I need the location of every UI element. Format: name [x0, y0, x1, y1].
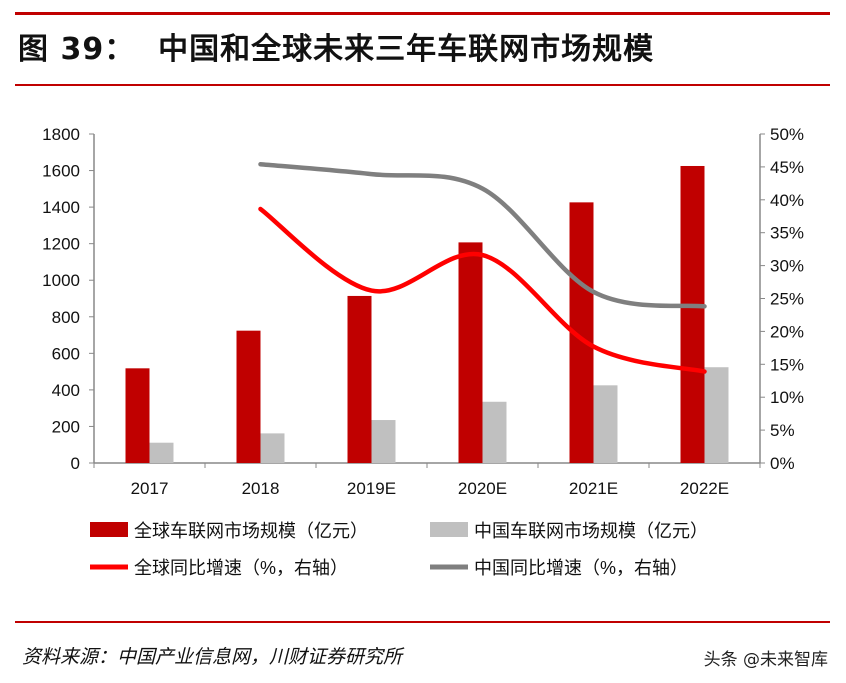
legend-label: 中国车联网市场规模（亿元）	[474, 521, 708, 541]
china-bar	[704, 367, 729, 463]
right-tick-label: 20%	[770, 322, 804, 341]
left-tick-label: 200	[52, 417, 80, 436]
global-bar	[347, 295, 372, 463]
source-note: 资料来源：中国产业信息网，川财证券研究所	[22, 646, 403, 668]
china-bar	[149, 442, 174, 463]
global-growth-line	[258, 206, 707, 374]
global-bar	[680, 165, 705, 463]
left-tick-label: 0	[71, 454, 80, 473]
watermark: 头条 @未来智库	[703, 650, 828, 670]
right-tick-label: 30%	[770, 257, 804, 276]
right-tick-label: 25%	[770, 290, 804, 309]
top-rule	[15, 12, 830, 15]
x-tick-label: 2017	[131, 479, 169, 498]
x-tick-label: 2020E	[458, 479, 507, 498]
x-tick-label: 2022E	[680, 479, 729, 498]
legend-label: 全球车联网市场规模（亿元）	[134, 521, 368, 541]
x-tick-label: 2018	[242, 479, 280, 498]
legend-label: 中国同比增速（%，右轴）	[474, 558, 688, 578]
right-tick-label: 10%	[770, 388, 804, 407]
title-rule	[15, 84, 830, 86]
x-tick-label: 2019E	[347, 479, 396, 498]
figure-title: 图 39： 中国和全球未来三年车联网市场规模	[18, 32, 655, 67]
source-rule	[15, 621, 830, 623]
left-tick-label: 1200	[42, 235, 80, 254]
right-tick-label: 40%	[770, 191, 804, 210]
left-tick-label: 1800	[42, 125, 80, 144]
global-bar	[458, 242, 483, 463]
global-bar	[236, 330, 261, 463]
china-bar	[482, 401, 507, 463]
legend-swatch	[430, 522, 468, 537]
left-tick-label: 1600	[42, 162, 80, 181]
china-bar	[260, 433, 285, 463]
china-bar	[593, 385, 618, 463]
left-tick-label: 400	[52, 381, 80, 400]
right-tick-label: 50%	[770, 125, 804, 144]
left-tick-label: 1000	[42, 271, 80, 290]
left-tick-label: 800	[52, 308, 80, 327]
legend-swatch	[90, 522, 128, 537]
global-bar	[125, 368, 150, 463]
china-growth-line	[258, 162, 707, 309]
right-tick-label: 0%	[770, 454, 795, 473]
x-tick-label: 2021E	[569, 479, 618, 498]
china-bar	[371, 420, 396, 463]
right-tick-label: 35%	[770, 224, 804, 243]
right-tick-label: 45%	[770, 158, 804, 177]
right-tick-label: 5%	[770, 421, 795, 440]
left-tick-label: 1400	[42, 198, 80, 217]
legend-label: 全球同比增速（%，右轴）	[134, 558, 348, 578]
right-tick-label: 15%	[770, 355, 804, 374]
chart: 0 200 400 600 800 1000 1200 1400 1600 1800 0% 5% 10%…	[42, 125, 804, 578]
left-tick-label: 600	[52, 344, 80, 363]
